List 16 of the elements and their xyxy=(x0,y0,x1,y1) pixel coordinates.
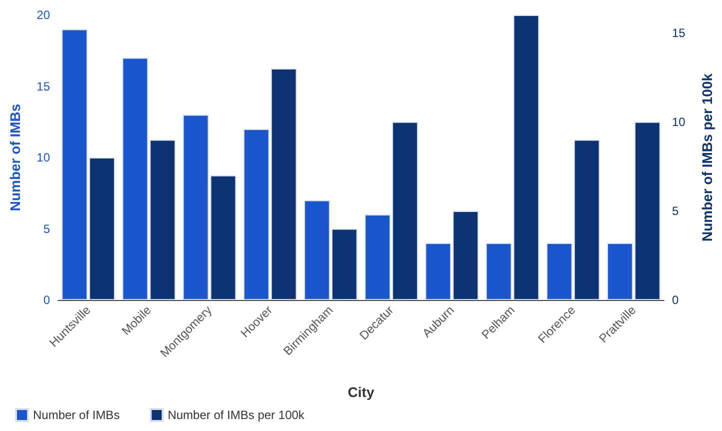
y-tick-label: 20 xyxy=(36,8,50,22)
y-tick-label: 15 xyxy=(36,79,50,94)
y-tick-label: 10 xyxy=(36,150,50,164)
y2-tick-label: 0 xyxy=(672,293,679,307)
y2-tick-label: 10 xyxy=(672,114,686,129)
y2-tick-label: 5 xyxy=(672,204,679,218)
y2-tick-label: 15 xyxy=(672,26,686,40)
bar xyxy=(513,15,540,300)
y2-axis-title: Number of IMBs per 100k xyxy=(699,73,715,242)
legend-label: Number of IMBs per 100k xyxy=(168,408,306,422)
y-axis-title: Number of IMBs xyxy=(7,104,23,212)
x-axis-title: City xyxy=(348,384,374,400)
y-tick-label: 0 xyxy=(43,293,50,307)
bar xyxy=(486,243,512,300)
legend-label: Number of IMBs xyxy=(33,408,120,422)
y-tick-label: 5 xyxy=(43,222,50,236)
